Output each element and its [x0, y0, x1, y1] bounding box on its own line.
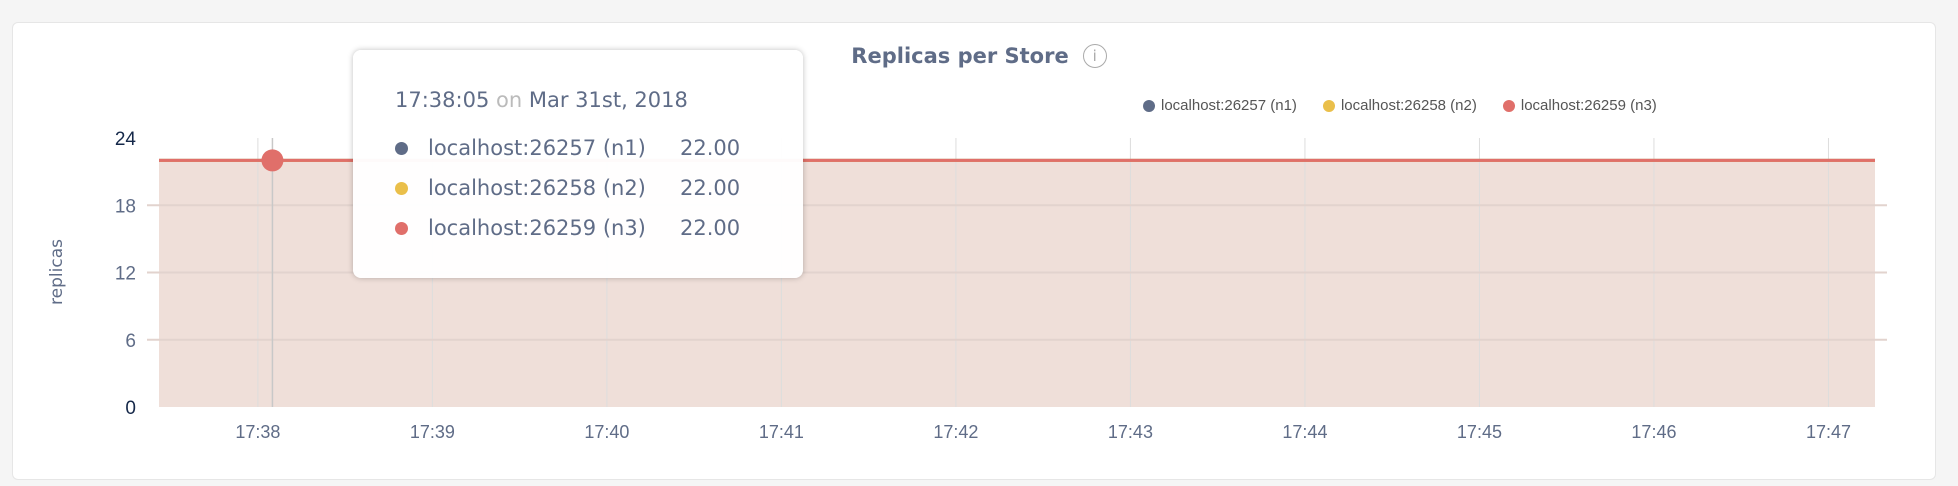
tooltip-time: 17:38:05	[395, 88, 490, 112]
legend-dot	[1322, 99, 1335, 112]
tooltip-value: 22.00	[680, 176, 741, 200]
chart-title: Replicas per Store	[851, 44, 1069, 68]
x-tick-label: 17:39	[410, 422, 455, 442]
tooltip-date: Mar 31st, 2018	[528, 88, 688, 112]
tooltip-series-name: localhost:26257 (n1)	[428, 136, 646, 160]
y-tick-label: 6	[125, 331, 136, 352]
tooltip-dot	[395, 141, 408, 155]
legend-item-n1[interactable]: localhost:26257 (n1)	[1143, 97, 1297, 114]
y-tick-label: 12	[115, 264, 136, 285]
legend-item-n2[interactable]: localhost:26258 (n2)	[1322, 97, 1477, 114]
legend: localhost:26257 (n1) localhost:26258 (n2…	[1143, 97, 1657, 114]
x-tick-label: 17:40	[584, 422, 629, 442]
tooltip-header: 17:38:05 on Mar 31st, 2018	[395, 88, 688, 112]
x-tick-label: 17:46	[1631, 422, 1676, 442]
hover-point	[261, 149, 284, 172]
tooltip-dot	[395, 181, 408, 195]
tooltip-row: localhost:26257 (n1) 22.00	[395, 136, 740, 160]
legend-item-n3[interactable]: localhost:26259 (n3)	[1502, 97, 1657, 114]
x-tick-label: 17:43	[1108, 422, 1153, 442]
legend-label: localhost:26258 (n2)	[1340, 97, 1477, 114]
tooltip-row: localhost:26259 (n3) 22.00	[395, 216, 740, 240]
x-tick-label: 17:44	[1282, 422, 1327, 442]
y-tick-label: 24	[115, 129, 137, 150]
y-tick-label: 18	[115, 196, 136, 217]
hover-tooltip: 17:38:05 on Mar 31st, 2018 localhost:262…	[353, 50, 803, 278]
legend-dot	[1143, 99, 1155, 112]
x-tick-label: 17:42	[933, 422, 978, 442]
tooltip-series-name: localhost:26258 (n2)	[428, 176, 646, 200]
tooltip-value: 22.00	[680, 216, 741, 240]
y-axis-label: replicas	[47, 239, 67, 305]
chart-title-row: Replicas per Store i	[0, 44, 1958, 68]
x-tick-label: 17:41	[759, 422, 804, 442]
tooltip-on: on	[496, 88, 523, 112]
info-circle-icon[interactable]: i	[1082, 44, 1107, 68]
tooltip-dot	[395, 221, 408, 235]
x-tick-label: 17:38	[235, 422, 280, 442]
x-tick-label: 17:47	[1806, 422, 1851, 442]
tooltip-value: 22.00	[680, 136, 741, 160]
tooltip-row: localhost:26258 (n2) 22.00	[395, 176, 740, 200]
legend-label: localhost:26259 (n3)	[1520, 97, 1657, 114]
x-tick-label: 17:45	[1457, 422, 1502, 442]
y-tick-label: 0	[125, 398, 136, 419]
tooltip-series-name: localhost:26259 (n3)	[428, 216, 646, 240]
legend-dot	[1502, 99, 1515, 112]
legend-label: localhost:26257 (n1)	[1161, 97, 1297, 114]
